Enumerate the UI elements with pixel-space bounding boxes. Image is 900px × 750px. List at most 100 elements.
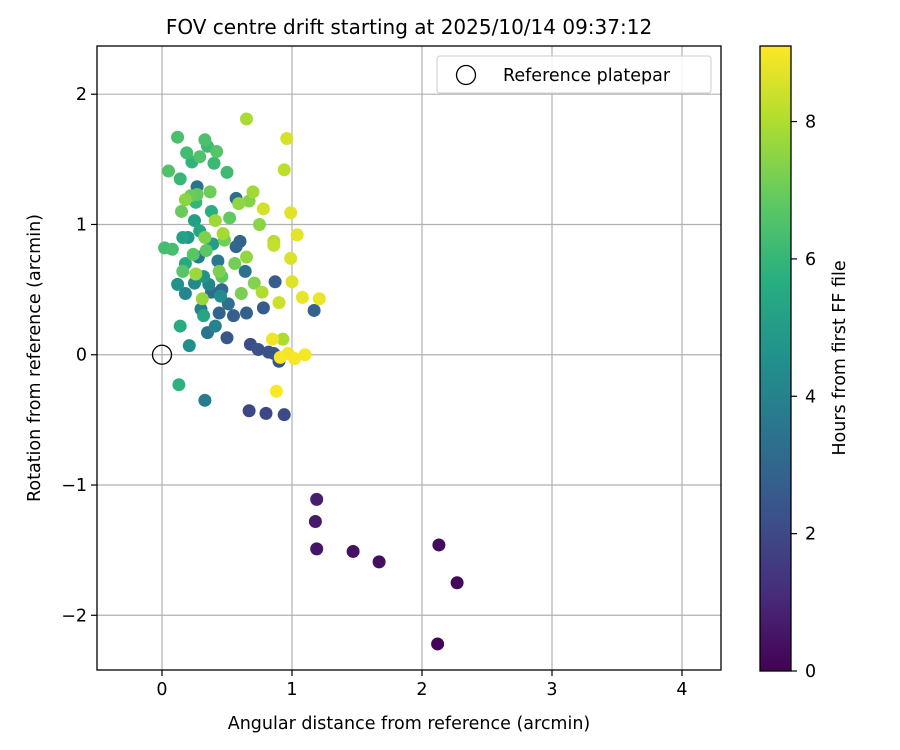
x-tick-label: 1: [286, 680, 297, 700]
colorbar-tick-label: 8: [805, 113, 816, 133]
data-point: [310, 492, 324, 506]
data-point: [208, 319, 222, 333]
x-tick-label: 3: [546, 680, 557, 700]
data-point: [234, 287, 248, 301]
data-point: [172, 378, 186, 392]
data-point: [276, 332, 290, 346]
y-tick-label: 0: [76, 346, 87, 366]
data-points: [158, 112, 464, 651]
colorbar-tick-label: 0: [805, 662, 816, 682]
data-point: [203, 185, 217, 199]
data-point: [220, 165, 234, 179]
colorbar-ticks: 0 2 4 6 8: [791, 113, 816, 682]
data-point: [255, 285, 269, 299]
data-point: [173, 172, 187, 186]
data-point: [253, 217, 266, 231]
data-point: [277, 408, 291, 422]
data-point: [312, 292, 326, 306]
data-point: [171, 130, 185, 144]
legend: Reference platepar: [436, 55, 712, 94]
data-point: [195, 292, 209, 306]
data-point: [180, 146, 194, 160]
data-point: [193, 150, 207, 164]
data-point: [259, 406, 273, 420]
y-tick-label: 2: [76, 85, 87, 105]
reference-marker-layer: [151, 344, 173, 365]
legend-entry-reference: Reference platepar: [503, 66, 671, 86]
data-point: [178, 287, 192, 301]
data-point: [182, 339, 196, 353]
data-point: [240, 250, 253, 264]
x-axis-label: Angular distance from reference (arcmin): [228, 714, 591, 734]
data-point: [267, 238, 281, 252]
data-point: [432, 538, 446, 552]
y-tick-label: −2: [61, 606, 87, 626]
data-point: [220, 331, 234, 345]
data-point: [199, 244, 213, 258]
data-point: [256, 301, 270, 315]
x-tick-label: 2: [416, 680, 427, 700]
data-point: [178, 193, 192, 207]
data-point: [197, 309, 211, 323]
data-point: [280, 131, 294, 145]
grid-lines: [97, 46, 721, 670]
y-axis-ticks: −2 −1 0 1 2: [61, 85, 97, 626]
data-point: [186, 247, 200, 261]
data-point: [207, 156, 221, 170]
data-point: [212, 264, 226, 278]
colorbar-gradient: [759, 45, 792, 672]
data-point: [212, 306, 226, 320]
data-point: [284, 251, 298, 265]
data-point: [165, 242, 179, 256]
data-point: [240, 112, 253, 126]
data-point: [290, 228, 304, 242]
data-point: [307, 303, 321, 317]
data-point: [176, 264, 190, 278]
data-point: [189, 267, 203, 281]
data-point: [171, 277, 185, 291]
plot-frame: [96, 45, 722, 671]
legend-box: [436, 55, 712, 94]
data-point: [238, 264, 252, 278]
data-point: [175, 204, 188, 218]
data-point: [216, 227, 230, 241]
data-point: [173, 319, 187, 333]
data-point: [246, 185, 260, 199]
colorbar-label: Hours from first FF file: [830, 260, 850, 455]
data-point: [198, 230, 212, 244]
data-point: [295, 290, 309, 304]
x-tick-label: 4: [676, 680, 687, 700]
data-point: [198, 133, 212, 147]
data-point: [285, 275, 299, 289]
data-point: [256, 202, 270, 216]
data-point: [268, 275, 282, 289]
data-point: [346, 544, 360, 558]
y-tick-label: −1: [61, 476, 87, 496]
data-point: [223, 211, 237, 225]
data-point: [228, 257, 242, 271]
x-tick-label: 0: [156, 680, 167, 700]
data-point: [273, 350, 287, 364]
data-point: [272, 296, 286, 310]
data-point: [450, 576, 464, 590]
data-point: [198, 393, 212, 407]
data-point: [188, 214, 201, 228]
data-point: [308, 514, 322, 528]
data-point: [269, 384, 283, 398]
data-point: [310, 542, 324, 556]
data-point: [227, 309, 240, 323]
y-axis-label: Rotation from reference (arcmin): [25, 214, 45, 502]
x-axis-ticks: 0 1 2 3 4: [156, 670, 688, 700]
colorbar-tick-label: 2: [805, 525, 816, 545]
data-point: [277, 163, 291, 177]
data-point: [247, 276, 261, 290]
data-point: [176, 230, 190, 244]
data-point: [229, 240, 243, 254]
y-tick-label: 1: [76, 215, 87, 235]
data-point: [214, 289, 227, 303]
colorbar-tick-label: 6: [805, 250, 816, 270]
data-point: [210, 145, 224, 159]
data-point: [372, 555, 386, 569]
data-point: [242, 404, 256, 418]
